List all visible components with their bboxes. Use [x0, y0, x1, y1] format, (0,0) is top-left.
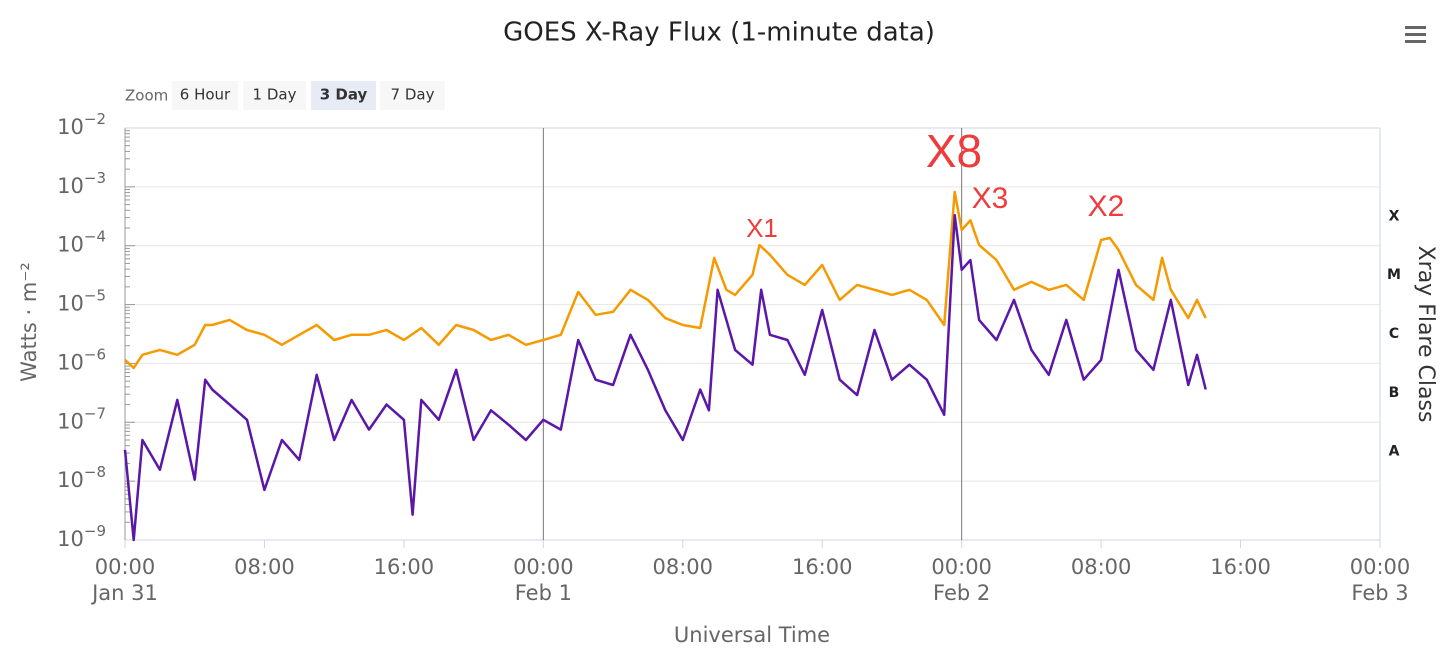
- x-tick-label: 00:00 Feb 3: [1350, 555, 1411, 605]
- series-line: [123, 213, 1207, 542]
- series-line: [124, 190, 1207, 370]
- y-tick-label: 10−6: [57, 345, 106, 375]
- x-tick-label: 00:00 Jan 31: [90, 555, 158, 605]
- menu-bar: [1405, 33, 1426, 36]
- flare-annotation: X3: [972, 182, 1009, 215]
- zoom-button[interactable]: 7 Day: [380, 81, 445, 110]
- zoom-button-bg: [380, 81, 445, 110]
- y-tick-label: 10−8: [57, 463, 106, 493]
- zoom-button[interactable]: 1 Day: [243, 81, 306, 110]
- y-tick-base: 10: [57, 527, 84, 551]
- zoom-button-label: 1 Day: [253, 86, 297, 104]
- y-tick-base: 10: [57, 350, 84, 374]
- y-tick-power: −4: [84, 227, 106, 245]
- y-tick-power: −7: [84, 404, 106, 422]
- x-axis-title: Universal Time: [674, 623, 830, 647]
- x-tick-label: 08:00: [653, 555, 714, 579]
- y-tick-power: −6: [84, 345, 106, 363]
- zoom-button-bg: [243, 81, 306, 110]
- x-tick-label: 08:00: [234, 555, 295, 579]
- zoom-button[interactable]: 6 Hour: [172, 81, 238, 110]
- zoom-button-label: 6 Hour: [180, 86, 231, 104]
- chart-title: GOES X-Ray Flux (1-minute data): [503, 18, 935, 48]
- y-tick-base: 10: [57, 174, 84, 198]
- zoom-button-label: 3 Day: [320, 86, 368, 104]
- zoom-button-bg: [311, 81, 376, 110]
- y-tick-base: 10: [57, 115, 84, 139]
- zoom-button-label: 7 Day: [391, 86, 435, 104]
- y-tick-label: 10−7: [57, 404, 106, 434]
- y-tick-label: 10−5: [57, 286, 106, 316]
- y-tick-label: 10−4: [57, 227, 106, 257]
- x-tick-label: 16:00: [792, 555, 853, 579]
- menu-bar: [1405, 26, 1426, 29]
- y2-axis-title: Xray Flare Class: [1413, 246, 1438, 423]
- x-tick-label: 08:00: [1071, 555, 1132, 579]
- flare-class-label: A: [1389, 444, 1400, 460]
- y-tick-label: 10−2: [57, 110, 106, 140]
- zoom-label: Zoom: [125, 87, 168, 105]
- x-tick-label: 00:00 Feb 2: [931, 555, 992, 605]
- y-tick-power: −8: [84, 463, 106, 481]
- plot-frame: [124, 127, 1381, 541]
- zoom-button-bg: [172, 81, 238, 110]
- y-tick-label: 10−9: [57, 522, 106, 552]
- zoom-button[interactable]: 3 Day: [311, 81, 376, 110]
- flare-class-label: X: [1389, 208, 1400, 224]
- y-tick-power: −9: [84, 522, 106, 540]
- x-tick-label: 00:00 Feb 1: [513, 555, 574, 605]
- y-tick-power: −2: [84, 110, 106, 128]
- y-tick-power: −5: [84, 286, 106, 304]
- x-tick-label: 16:00: [374, 555, 435, 579]
- flare-class-label: C: [1389, 326, 1399, 342]
- y-axis-title: Watts · m⁻²: [17, 262, 41, 382]
- x-tick-label: 16:00: [1210, 555, 1271, 579]
- flare-annotation: X2: [1088, 190, 1125, 223]
- y-tick-base: 10: [57, 468, 84, 492]
- y-tick-power: −3: [84, 168, 106, 186]
- y-tick-base: 10: [57, 292, 84, 316]
- flare-annotation: X8: [926, 125, 982, 177]
- flare-annotation: X1: [746, 213, 778, 243]
- y-tick-base: 10: [57, 409, 84, 433]
- flare-class-label: M: [1387, 267, 1401, 283]
- menu-bar: [1405, 40, 1426, 43]
- y-tick-label: 10−3: [57, 168, 106, 198]
- y-tick-base: 10: [57, 233, 84, 257]
- menu-button[interactable]: [1405, 26, 1426, 43]
- flare-class-label: B: [1389, 385, 1400, 401]
